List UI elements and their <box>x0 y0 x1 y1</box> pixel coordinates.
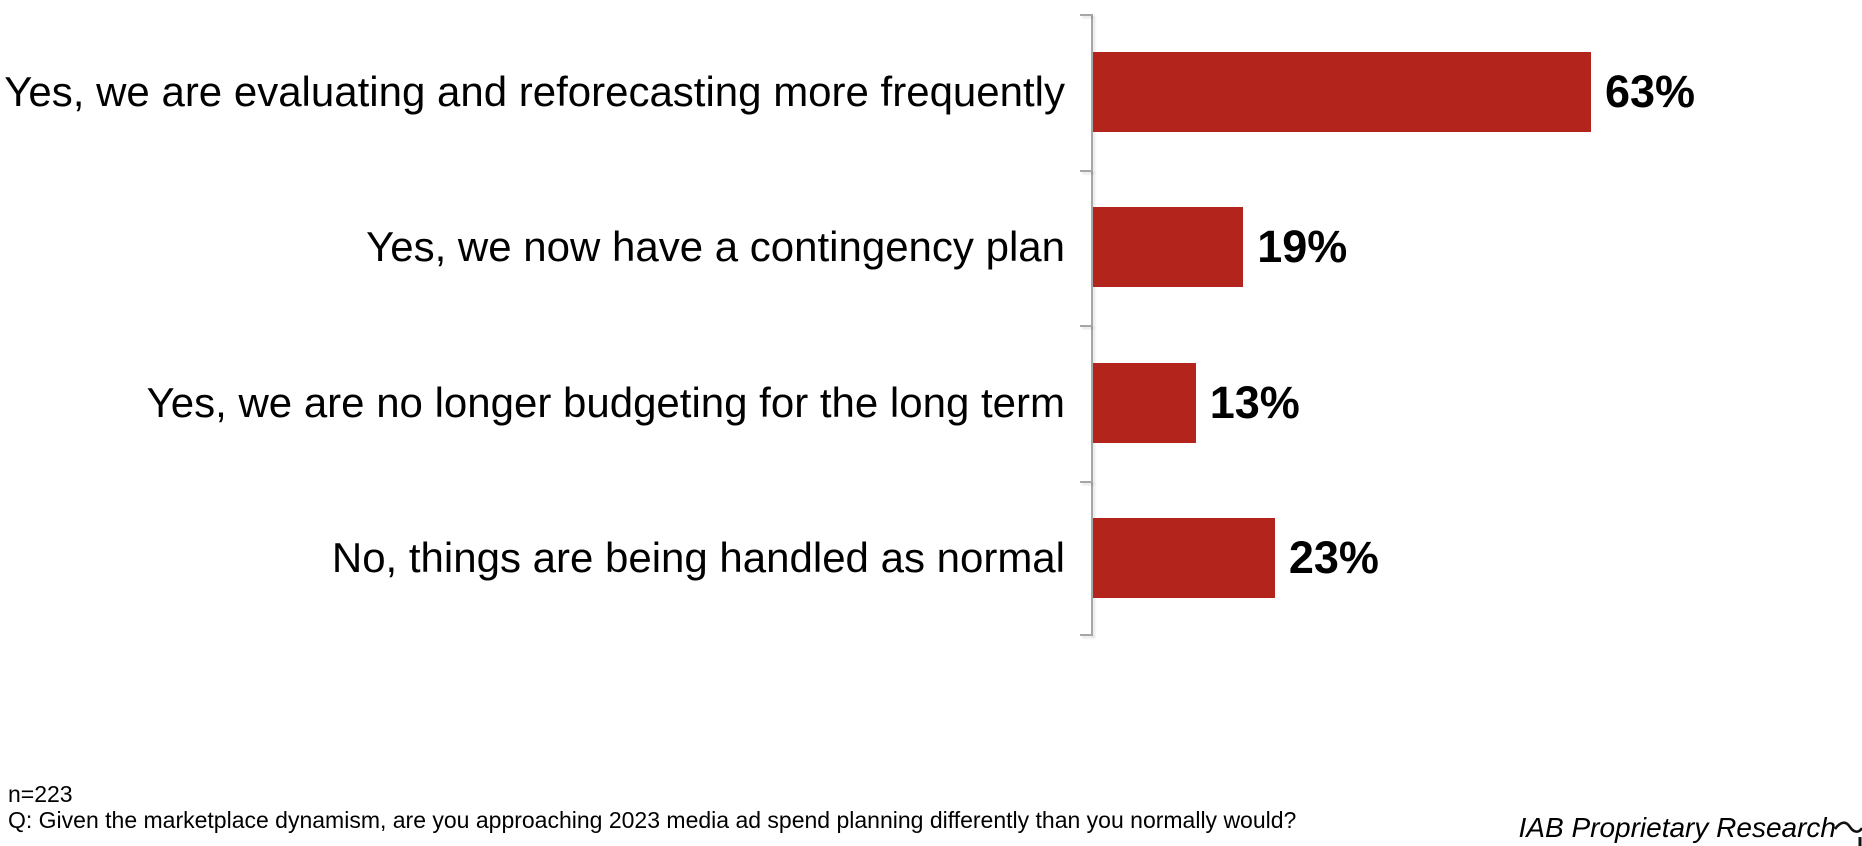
bar-row: Yes, we are evaluating and reforecasting… <box>0 14 1862 170</box>
bar-row: Yes, we are no longer budgeting for the … <box>0 325 1862 481</box>
axis-tick <box>1080 325 1092 327</box>
bar-row: No, things are being handled as normal 2… <box>0 481 1862 637</box>
bar-chart: Yes, we are evaluating and reforecasting… <box>0 14 1862 636</box>
category-label: Yes, we are evaluating and reforecasting… <box>4 67 1065 115</box>
partial-logo-swoosh-icon <box>1834 821 1862 846</box>
bar <box>1093 518 1275 599</box>
category-label: Yes, we are no longer budgeting for the … <box>146 378 1065 426</box>
category-axis-line <box>1091 14 1093 636</box>
proprietary-research-credit: IAB Proprietary Research <box>1518 812 1836 843</box>
value-label: 13% <box>1209 376 1300 428</box>
value-label: 23% <box>1288 532 1379 584</box>
axis-tick <box>1080 480 1092 483</box>
value-label: 63% <box>1605 65 1696 117</box>
category-label: No, things are being handled as normal <box>331 534 1065 582</box>
survey-question-note: Q: Given the marketplace dynamism, are y… <box>8 807 1297 833</box>
axis-tick <box>1080 14 1092 16</box>
category-label: Yes, we now have a contingency plan <box>366 223 1065 271</box>
axis-tick <box>1080 169 1092 172</box>
bar <box>1093 51 1591 132</box>
value-label: 19% <box>1257 221 1348 273</box>
axis-tick <box>1080 634 1092 636</box>
sample-size-note: n=223 <box>8 781 73 807</box>
bar <box>1093 207 1244 288</box>
bar <box>1093 362 1196 443</box>
bar-row: Yes, we now have a contingency plan 19% <box>0 170 1862 326</box>
